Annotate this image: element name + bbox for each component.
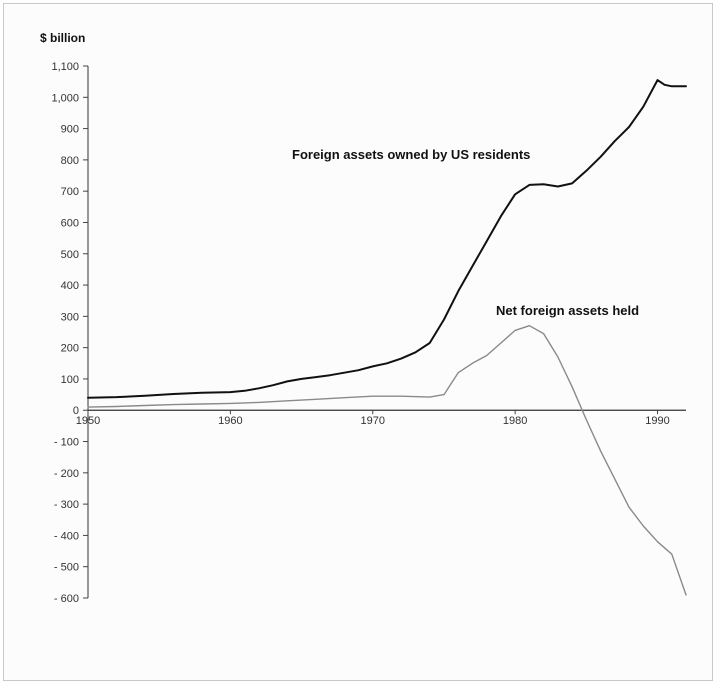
y-tick-label: 900 [61,124,79,136]
x-tick-label: 1990 [645,415,669,427]
x-tick-label: 1980 [503,415,527,427]
y-tick-labels: 1,100 1,000 900 800 700 600 500 400 300 200 100 0 - … [51,61,79,605]
y-tick-label: 0 [73,405,79,417]
series-line-foreign-assets [87,79,687,399]
y-tick-label: 1,100 [51,61,79,73]
y-tick-label: 1,000 [51,92,79,104]
y-tick-label: 200 [61,343,79,355]
y-tick-label: - 200 [54,468,79,480]
y-tick-label: 100 [61,374,79,386]
series-line-net-foreign-assets [87,325,687,596]
x-tick-label: 1960 [218,415,242,427]
y-tick-label: 400 [61,280,79,292]
series-label-net-foreign-assets: Net foreign assets held [496,303,639,318]
y-tick-label: - 100 [54,437,79,449]
x-tick-labels: 1950 1960 1970 1980 1990 [76,415,670,427]
y-tick-label: - 500 [54,562,79,574]
chart-frame [3,3,713,681]
y-tick-label: 600 [61,217,79,229]
x-tick-label: 1970 [361,415,385,427]
series-label-foreign-assets: Foreign assets owned by US residents [292,147,530,162]
y-tick-label: 300 [61,311,79,323]
y-tick-label: - 400 [54,530,79,542]
x-tick-label: 1950 [76,415,100,427]
axes [83,65,686,599]
y-tick-label: 500 [61,249,79,261]
y-tick-label: - 600 [54,593,79,605]
y-tick-label: 800 [61,155,79,167]
y-tick-label: 700 [61,186,79,198]
y-tick-label: - 300 [54,499,79,511]
y-axis-label: $ billion [40,31,85,45]
series-lines [87,79,687,596]
